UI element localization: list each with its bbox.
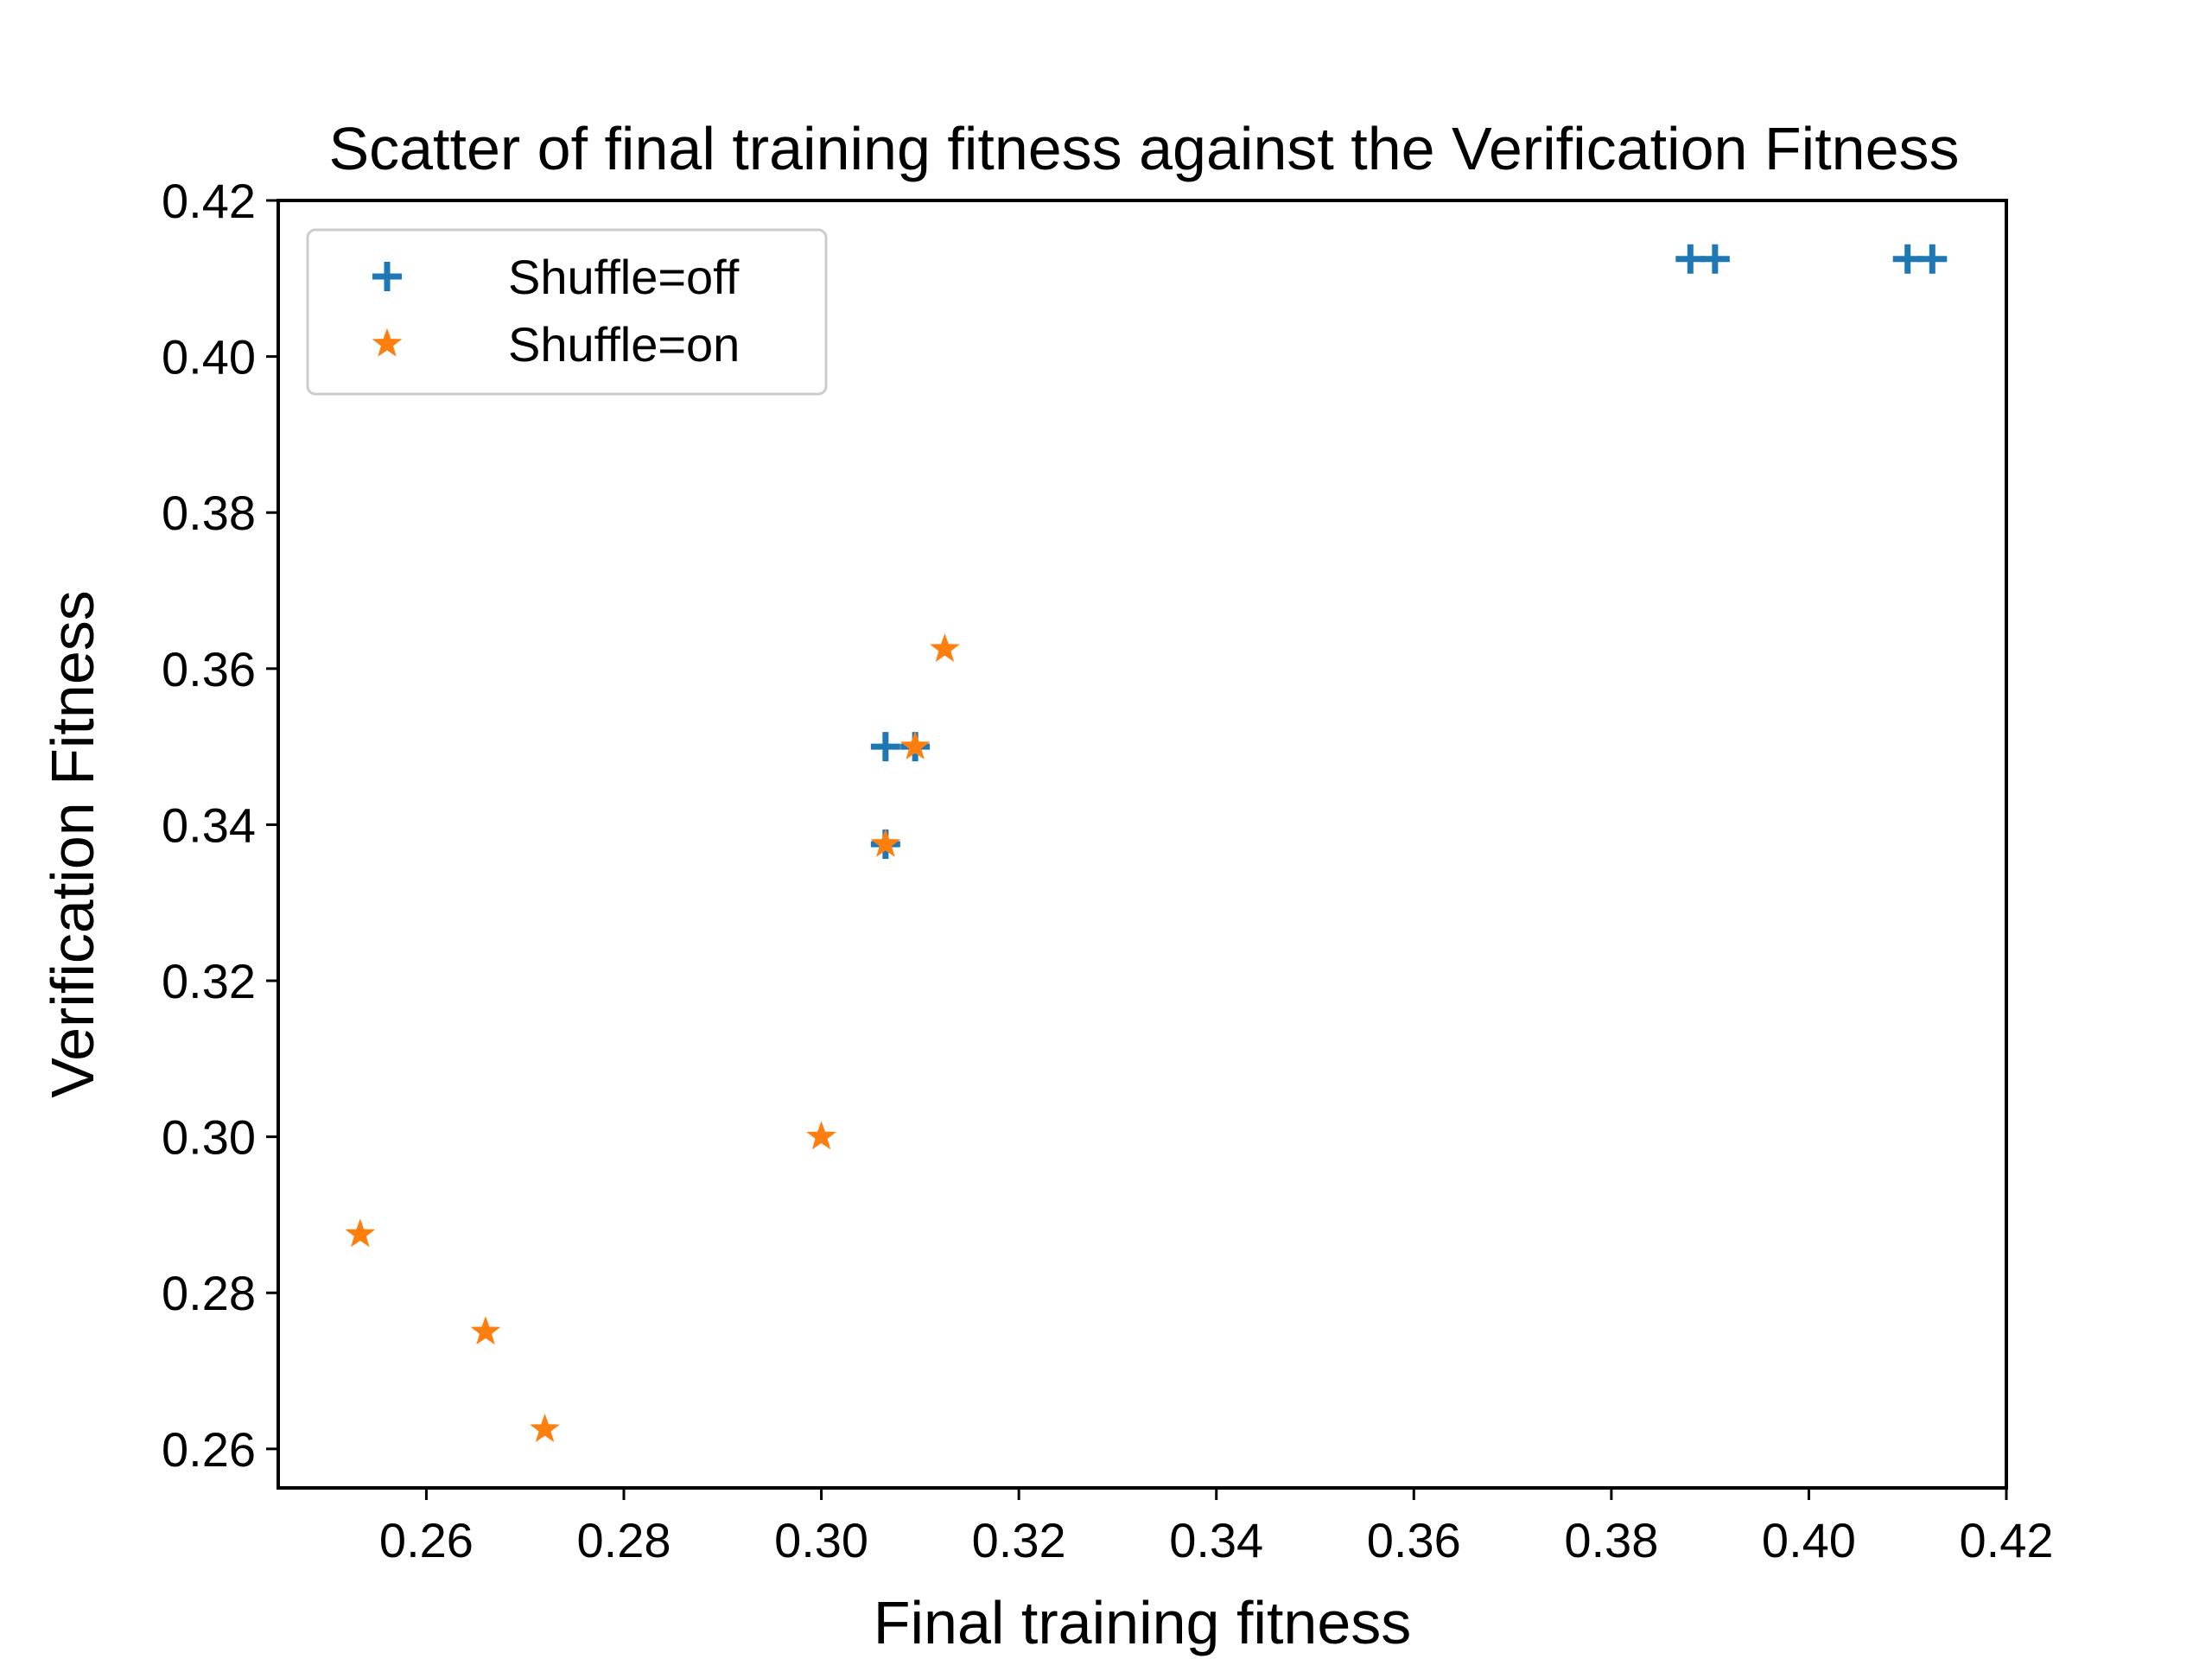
data-point <box>1700 244 1730 274</box>
plot-area <box>276 199 2008 1490</box>
legend-marker <box>372 262 402 291</box>
x-tick-label: 0.30 <box>774 1513 868 1567</box>
y-tick-label: 0.30 <box>162 1110 256 1165</box>
data-point <box>806 1121 836 1150</box>
y-tick-label: 0.34 <box>162 798 256 852</box>
x-tick-label: 0.32 <box>972 1513 1066 1567</box>
legend-box <box>306 228 828 396</box>
x-axis: 0.26 0.28 0.30 0.32 0.34 0.36 0.38 0.40 0.42 <box>379 1488 2054 1567</box>
legend-item: Shuffle=on <box>372 317 740 372</box>
data-point <box>1892 244 1923 274</box>
x-tick-label: 0.40 <box>1762 1513 1856 1567</box>
x-tick-label: 0.42 <box>1960 1513 2054 1567</box>
legend-item: Shuffle=off <box>372 250 740 304</box>
y-tick-label: 0.32 <box>162 954 256 1008</box>
data-point <box>870 732 900 762</box>
data-points <box>345 244 1948 1443</box>
x-tick-label: 0.26 <box>379 1513 474 1567</box>
data-point <box>1675 244 1706 274</box>
x-tick-label: 0.36 <box>1367 1513 1461 1567</box>
x-axis-label: Final training fitness <box>874 1589 1412 1656</box>
data-point <box>530 1414 560 1443</box>
legend-label: Shuffle=off <box>508 250 740 304</box>
legend-marker <box>372 327 403 357</box>
data-point <box>870 828 901 857</box>
y-axis: 0.26 0.28 0.30 0.32 0.34 0.36 0.38 0.40 0.42 <box>162 174 278 1477</box>
x-tick-label: 0.34 <box>1169 1513 1263 1567</box>
data-point <box>930 633 960 663</box>
legend: Shuffle=off Shuffle=on <box>306 228 828 396</box>
x-tick-label: 0.38 <box>1564 1513 1658 1567</box>
y-tick-label: 0.28 <box>162 1266 256 1320</box>
data-point <box>1917 244 1948 274</box>
y-tick-label: 0.36 <box>162 642 256 696</box>
y-tick-label: 0.38 <box>162 486 256 540</box>
y-axis-label: Verification Fitness <box>39 590 106 1097</box>
y-tick-label: 0.26 <box>162 1422 256 1477</box>
series-shuffle-on <box>345 633 960 1443</box>
legend-label: Shuffle=on <box>508 317 740 372</box>
data-point <box>899 730 931 760</box>
data-point <box>345 1218 376 1248</box>
y-tick-label: 0.40 <box>162 330 256 385</box>
data-point <box>470 1316 501 1345</box>
x-tick-label: 0.28 <box>577 1513 671 1567</box>
chart-title: Scatter of final training fitness agains… <box>328 115 1959 182</box>
y-tick-label: 0.42 <box>162 174 256 228</box>
